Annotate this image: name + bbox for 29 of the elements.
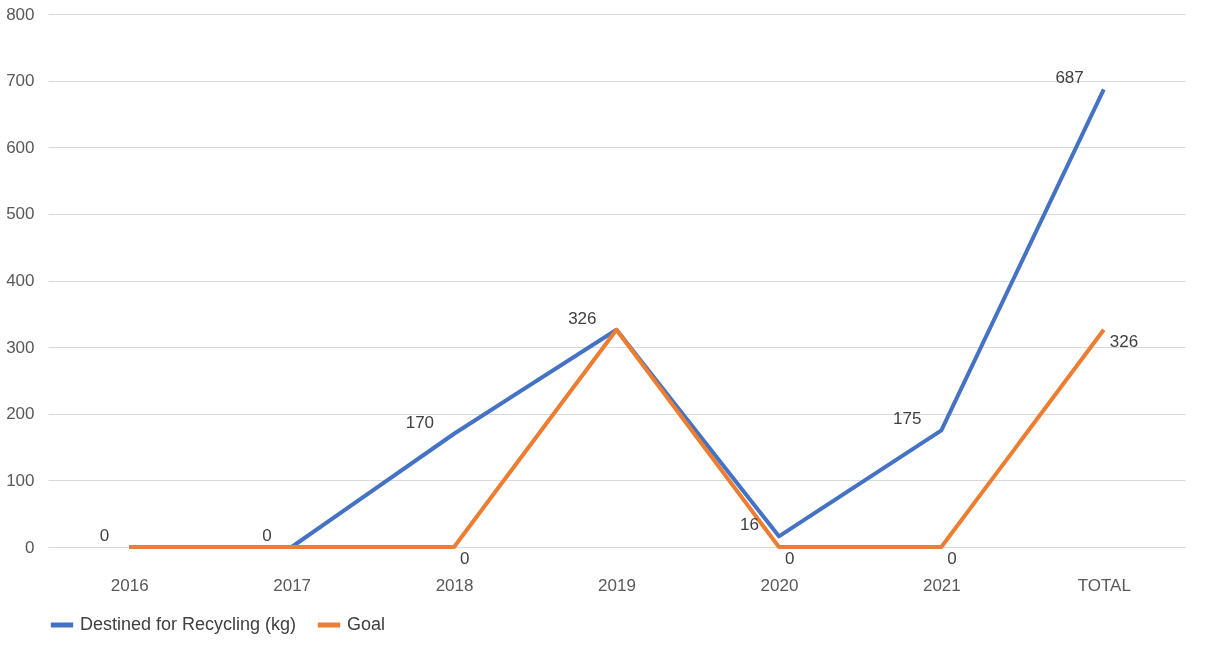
y-tick-label: 0 [25, 537, 35, 557]
x-tick-label: 2016 [110, 575, 149, 595]
y-tick-label: 100 [6, 470, 35, 490]
x-tick-label: 2021 [922, 575, 961, 595]
data-label: 175 [892, 409, 922, 429]
data-label: 326 [1109, 331, 1139, 351]
y-tick-label: 700 [6, 71, 35, 91]
data-label: 16 [740, 515, 759, 535]
data-label: 0 [947, 549, 957, 568]
data-label: 687 [1055, 68, 1084, 88]
y-tick-label: 200 [6, 404, 35, 424]
data-label: 170 [405, 412, 435, 432]
y-tick-label: 600 [6, 137, 35, 157]
data-label: 326 [568, 308, 597, 328]
legend-label: Destined for Recycling (kg) [80, 614, 297, 634]
y-tick-label: 400 [6, 271, 35, 290]
x-tick-label: 2017 [273, 575, 312, 595]
data-label: 0 [784, 549, 795, 568]
x-tick-label: 2020 [760, 575, 799, 595]
y-tick-label: 800 [6, 4, 35, 24]
data-label: 0 [99, 526, 110, 545]
data-label: 0 [262, 526, 272, 545]
x-tick-label: TOTAL [1077, 575, 1131, 595]
y-tick-label: 500 [6, 204, 35, 224]
x-tick-label: 2019 [598, 575, 636, 595]
legend-label: Goal [347, 614, 386, 634]
data-label: 0 [460, 549, 470, 568]
x-tick-label: 2018 [435, 575, 474, 595]
y-tick-label: 300 [6, 337, 35, 357]
